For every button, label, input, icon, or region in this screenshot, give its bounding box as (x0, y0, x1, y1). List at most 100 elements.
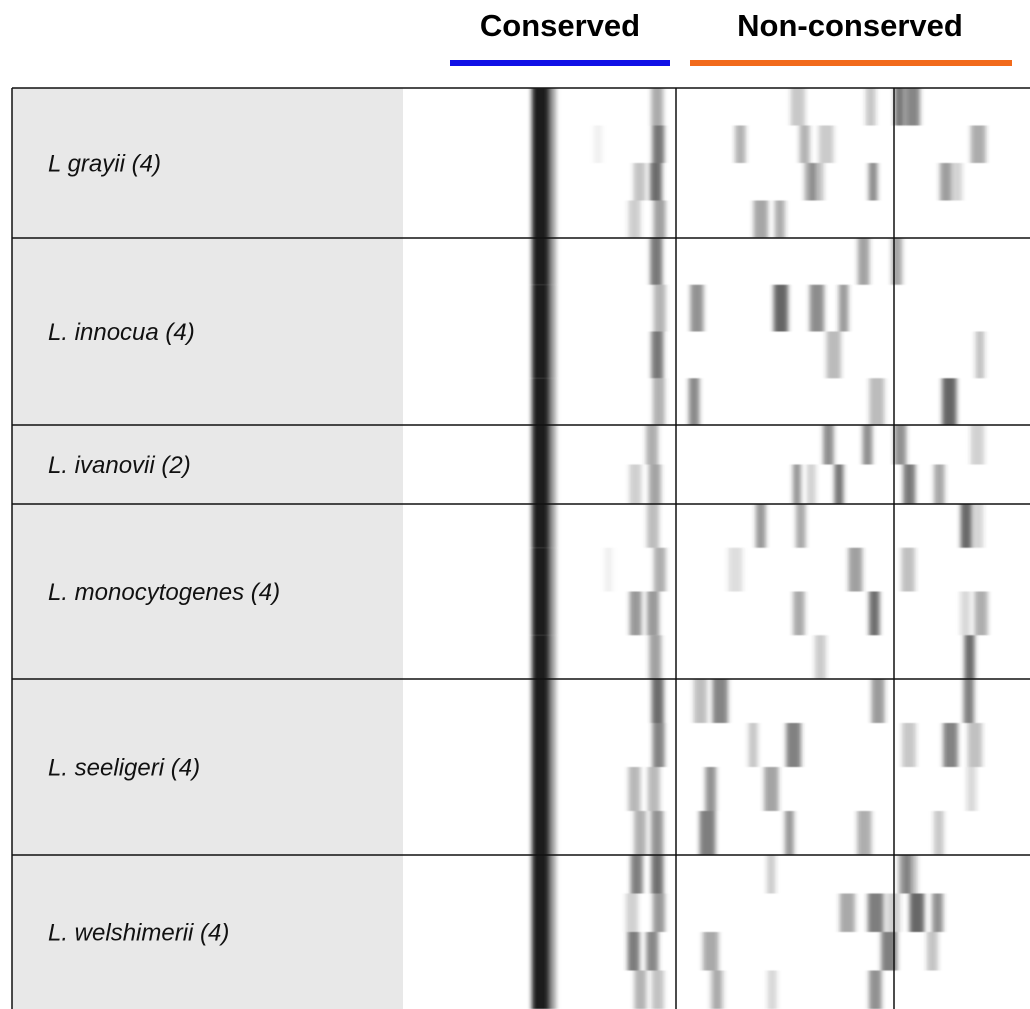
band (948, 163, 962, 201)
band (857, 811, 871, 855)
band (971, 425, 984, 465)
band (548, 635, 556, 679)
band (548, 465, 556, 505)
band (532, 88, 550, 126)
band (532, 679, 550, 723)
band (532, 932, 550, 971)
band (548, 332, 556, 379)
band (650, 163, 662, 201)
band (934, 465, 945, 505)
band (902, 723, 916, 767)
band (594, 126, 602, 164)
band (652, 971, 664, 1009)
band (532, 285, 550, 332)
band (934, 811, 944, 855)
band (628, 767, 640, 811)
band (548, 285, 556, 332)
species-label: L. monocytogenes (4) (48, 579, 280, 606)
band (649, 635, 661, 679)
band (532, 504, 550, 548)
band (960, 592, 970, 636)
band (654, 548, 666, 592)
band (653, 378, 665, 425)
band (901, 548, 914, 592)
band (705, 767, 716, 811)
band (532, 465, 550, 505)
band (548, 971, 556, 1009)
label-panel (12, 88, 403, 1009)
band (774, 285, 788, 332)
band (548, 163, 556, 201)
band (793, 465, 801, 505)
band (651, 855, 663, 894)
band (548, 504, 556, 548)
band (793, 592, 804, 636)
band (532, 126, 550, 164)
band (532, 767, 550, 811)
band (548, 592, 556, 636)
band (786, 723, 801, 767)
band (903, 465, 915, 505)
band (649, 465, 661, 505)
band (548, 201, 556, 239)
band (823, 425, 834, 465)
band (532, 894, 550, 933)
band (532, 332, 550, 379)
band (652, 126, 664, 164)
band (532, 855, 550, 894)
band (532, 201, 550, 239)
band (689, 378, 700, 425)
band (799, 126, 809, 164)
band (605, 548, 613, 592)
band (654, 201, 666, 239)
band (866, 88, 876, 126)
band (648, 767, 660, 811)
species-label: L. seeligeri (4) (48, 754, 200, 781)
band (647, 504, 659, 548)
band (634, 811, 646, 855)
band (768, 971, 777, 1009)
band (839, 285, 849, 332)
band (869, 378, 884, 425)
species-label: L grayii (4) (48, 150, 161, 177)
band (815, 635, 826, 679)
band (764, 767, 778, 811)
non-conserved-header: Non-conserved (737, 8, 963, 43)
band (810, 285, 824, 332)
band (646, 425, 658, 465)
band (647, 592, 659, 636)
band (869, 971, 882, 1009)
band (840, 894, 855, 933)
band (548, 378, 556, 425)
band (694, 679, 707, 723)
band (548, 88, 556, 126)
band (548, 932, 556, 971)
band (629, 201, 641, 239)
band (634, 163, 646, 201)
band (868, 894, 884, 933)
band (634, 971, 646, 1009)
band (532, 635, 550, 679)
band (819, 126, 834, 164)
band (532, 378, 550, 425)
band (532, 548, 550, 592)
band (964, 635, 974, 679)
band (700, 811, 716, 855)
band (532, 592, 550, 636)
band (714, 971, 723, 1009)
band (973, 504, 984, 548)
band (894, 425, 906, 465)
band (712, 679, 727, 723)
band (650, 238, 662, 285)
band (775, 201, 785, 239)
band (796, 504, 806, 548)
band (942, 378, 956, 425)
band (791, 88, 805, 126)
band (690, 285, 703, 332)
band (834, 465, 843, 505)
band (651, 88, 663, 126)
band (961, 504, 972, 548)
band (548, 548, 556, 592)
band (858, 238, 870, 285)
band (728, 548, 742, 592)
